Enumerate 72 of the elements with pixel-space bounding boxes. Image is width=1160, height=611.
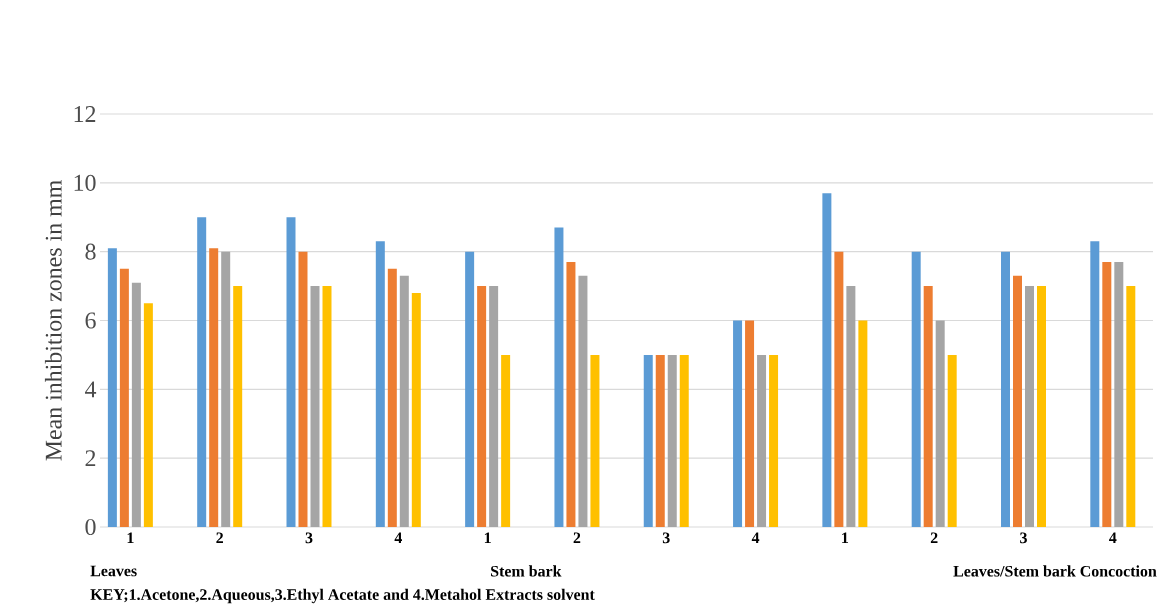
- y-tick-label: 2: [85, 450, 96, 467]
- bar: [911, 251, 921, 527]
- bar: [757, 354, 767, 527]
- y-tick-label: 0: [85, 518, 96, 536]
- bar: [143, 303, 153, 527]
- bar: [411, 292, 421, 527]
- bar: [1025, 286, 1034, 527]
- bar: [322, 286, 332, 527]
- x-tick-label: 1: [484, 532, 491, 544]
- bar: [822, 193, 832, 527]
- y-tick-label: 8: [85, 243, 96, 260]
- text: Stem bark: [491, 565, 562, 577]
- bar: [667, 354, 677, 527]
- bar: [107, 248, 117, 527]
- y-axis-title: Mean inhibition zones in mm: [44, 180, 62, 461]
- text: Leaves/Stem bark Concoction: [953, 565, 1157, 577]
- bar: [233, 286, 243, 527]
- bar: [1001, 251, 1010, 527]
- bar: [119, 268, 129, 527]
- bar: [745, 320, 755, 527]
- bar: [834, 251, 844, 527]
- bar: [590, 354, 600, 527]
- bar: [221, 251, 231, 527]
- bar: [679, 354, 689, 527]
- bar: [310, 286, 320, 527]
- bar: [375, 241, 385, 527]
- x-tick-label: 3: [662, 532, 670, 544]
- x-tick-label: 1: [842, 532, 849, 544]
- x-tick-label: 2: [930, 532, 938, 544]
- bar: [923, 286, 933, 527]
- x-tick-label: 1: [127, 532, 134, 544]
- bar: [1090, 241, 1100, 527]
- bar: [286, 217, 296, 527]
- y-tick-label: 12: [74, 106, 96, 122]
- bar: [935, 320, 945, 527]
- bar: [489, 286, 499, 527]
- bar: [465, 251, 475, 527]
- bar: [1037, 286, 1046, 527]
- bar: [566, 261, 576, 527]
- y-tick-label: 10: [74, 174, 96, 191]
- text: KEY;1.Acetone,2.Aqueous,3.Ethyl Acetate and 4.Metahol Extracts solvent: [90, 588, 595, 604]
- bar: [501, 354, 511, 527]
- x-tick-label: 3: [305, 532, 313, 544]
- bar: [1126, 286, 1136, 527]
- x-tick-label: 3: [1020, 532, 1027, 544]
- bar: [733, 320, 743, 527]
- bar: [387, 268, 397, 527]
- bar: [197, 217, 207, 527]
- y-tick-label: 6: [85, 312, 96, 329]
- bar: [399, 275, 409, 527]
- x-tick-label: 4: [394, 532, 402, 543]
- bar: [298, 251, 308, 527]
- bar: [643, 354, 653, 527]
- x-tick-label: 4: [751, 532, 760, 543]
- bar: [209, 248, 219, 527]
- bar: [947, 354, 957, 527]
- x-tick-label: 2: [216, 532, 223, 544]
- y-tick-label: 4: [85, 381, 97, 398]
- x-tick-label: 4: [1109, 532, 1117, 543]
- bar: [1114, 261, 1124, 527]
- bar: [578, 275, 588, 527]
- bar: [131, 282, 141, 527]
- bar: [655, 354, 665, 527]
- text: Leaves: [90, 565, 137, 577]
- bar: [769, 354, 779, 527]
- bar: [477, 286, 487, 527]
- x-tick-label: 2: [573, 532, 581, 544]
- bar: [846, 286, 856, 527]
- bar: [1102, 261, 1112, 527]
- bar: [554, 227, 564, 527]
- bar: [858, 320, 868, 527]
- bar: [1013, 275, 1022, 527]
